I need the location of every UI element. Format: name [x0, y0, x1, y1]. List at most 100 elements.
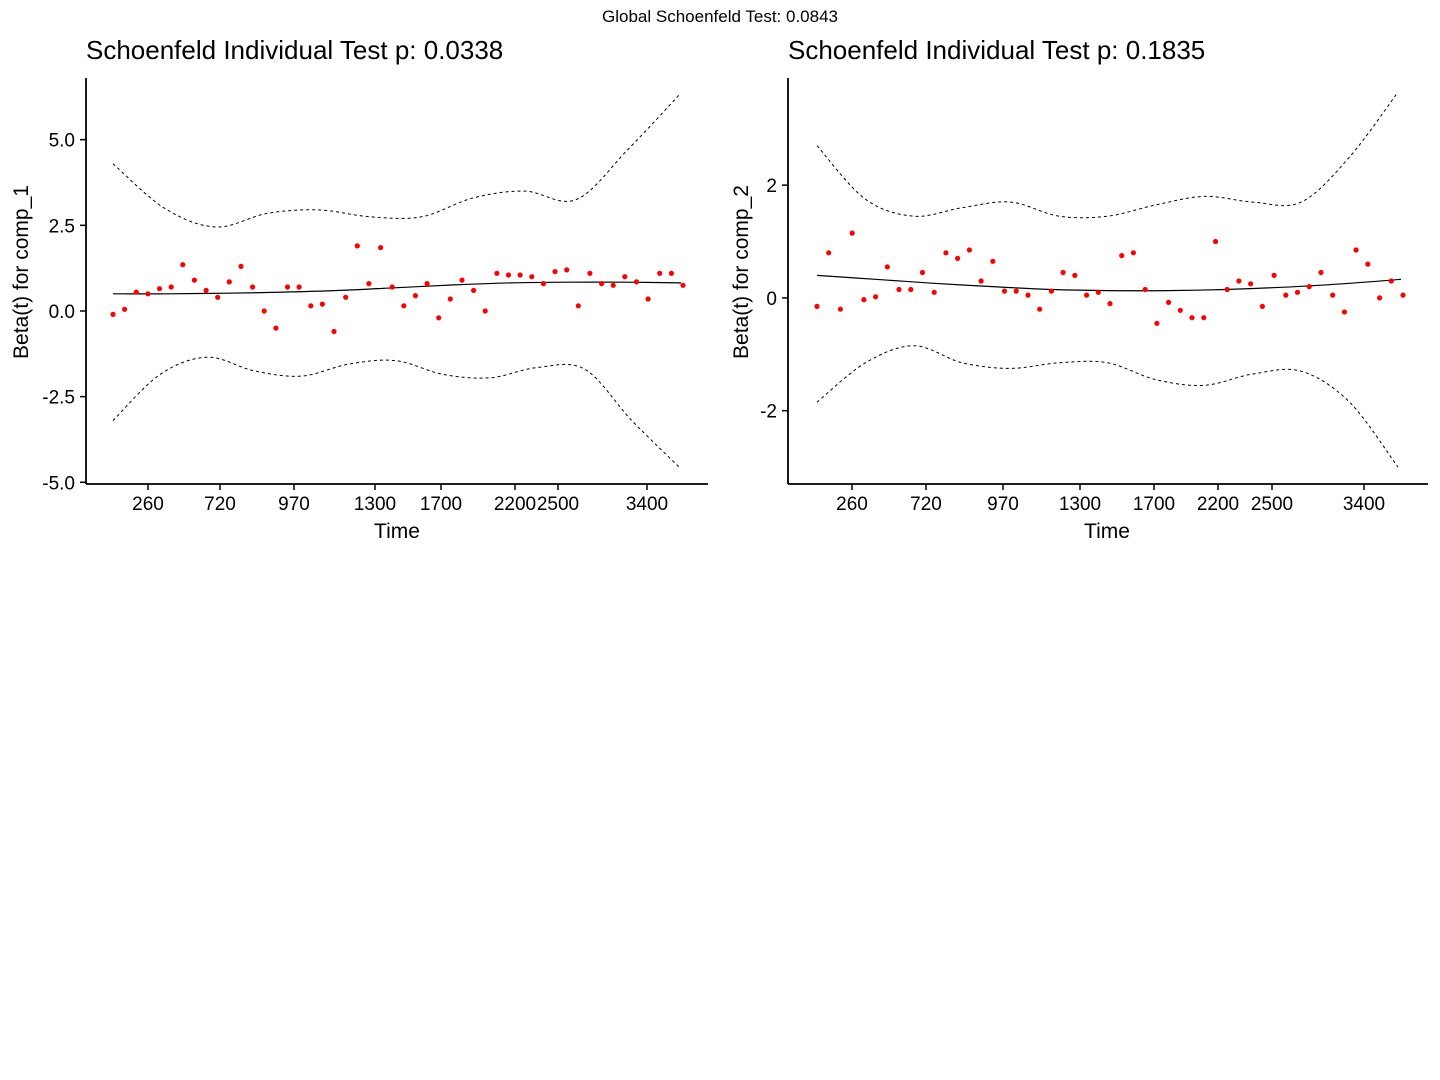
residual-point [1377, 295, 1383, 301]
residual-point [226, 279, 232, 285]
residual-point [1388, 278, 1394, 284]
residual-point [1353, 247, 1359, 253]
residual-point [459, 277, 465, 283]
residual-point [1154, 320, 1160, 326]
residual-point [156, 286, 163, 292]
residual-point [447, 296, 453, 302]
residual-point [517, 272, 523, 278]
x-tick-label: 1300 [1059, 494, 1101, 515]
residual-point [966, 247, 973, 253]
residual-point [1001, 288, 1008, 294]
residual-point [354, 243, 360, 249]
residual-point [861, 297, 867, 303]
residual-point [1259, 303, 1265, 309]
residual-point [826, 250, 832, 256]
y-tick-label: 0.0 [49, 302, 75, 323]
residual-point [1400, 292, 1406, 298]
residual-point [552, 269, 558, 275]
residual-point [308, 303, 314, 309]
residual-point [587, 270, 593, 276]
y-tick-label: -5.0 [42, 473, 75, 494]
residual-point [1013, 288, 1019, 294]
residual-point [471, 287, 477, 293]
residual-point [1212, 238, 1219, 245]
y-tick-label: 2.5 [49, 216, 75, 237]
residual-point [1107, 301, 1113, 307]
residual-point [343, 294, 349, 300]
residual-point [122, 306, 128, 312]
residual-point [1318, 269, 1324, 276]
residual-point [680, 282, 686, 288]
residual-point [412, 293, 418, 299]
residual-point [668, 270, 675, 276]
residual-point [424, 281, 430, 287]
residual-point [610, 282, 616, 288]
x-tick-label: 970 [987, 494, 1019, 515]
y-tick-label: 2 [766, 176, 777, 197]
residual-point [215, 294, 221, 300]
residual-point [657, 270, 663, 276]
residual-point [319, 301, 325, 307]
residual-point [990, 258, 996, 264]
residual-point [110, 311, 116, 317]
residual-point [896, 286, 902, 293]
residual-point [1283, 292, 1289, 298]
residual-point [622, 274, 628, 280]
x-tick-label: 720 [204, 494, 236, 515]
residual-point [505, 272, 512, 278]
residual-point [1119, 253, 1125, 259]
residual-point [884, 264, 890, 270]
residual-point [284, 284, 291, 290]
residual-point [1271, 272, 1277, 278]
residual-point [366, 281, 372, 287]
residual-point [575, 303, 581, 309]
lower-confidence-band [816, 345, 1399, 468]
x-tick-label: 1700 [1133, 494, 1175, 515]
upper-confidence-band [112, 94, 680, 228]
residual-point [931, 289, 937, 295]
residual-point [401, 303, 407, 309]
residual-point [1166, 299, 1172, 305]
residual-point [389, 284, 395, 290]
x-tick-label: 3400 [626, 494, 668, 515]
x-tick-label: 1300 [354, 494, 396, 515]
residual-point [250, 284, 256, 290]
residual-point [849, 230, 855, 236]
panel-2-title: Schoenfeld Individual Test p: 0.1835 [788, 35, 1205, 65]
x-tick-label: 2500 [1251, 494, 1293, 515]
residual-point [145, 291, 151, 297]
residual-point [1095, 289, 1101, 295]
residual-point [273, 325, 279, 331]
panel-2-y-axis-label: Beta(t) for comp_2 [730, 185, 753, 359]
residual-point [1025, 292, 1031, 298]
residual-point [1330, 292, 1336, 298]
residual-point [378, 245, 384, 251]
residual-point [1224, 286, 1230, 293]
fitted-beta-line [112, 281, 682, 295]
residual-point [540, 281, 547, 287]
panel-1-y-axis-label: Beta(t) for comp_1 [10, 185, 33, 359]
residual-point [645, 296, 651, 302]
residual-point [873, 294, 879, 300]
panel-comp-1: Schoenfeld Individual Test p: 0.0338 Tim… [10, 35, 708, 543]
residual-point [1236, 278, 1242, 284]
residual-point [261, 308, 267, 314]
panel-1-x-axis-label: Time [374, 520, 420, 543]
fitted-beta-line [816, 274, 1402, 292]
panel-2-x-axis-label: Time [1084, 520, 1130, 543]
y-tick-label: 0 [766, 289, 777, 310]
residual-point [191, 277, 197, 283]
residual-point [1248, 281, 1254, 287]
lower-confidence-band [112, 356, 680, 468]
x-tick-label: 970 [278, 494, 310, 515]
residual-point [529, 274, 535, 280]
residual-point [955, 255, 961, 261]
residual-point [203, 287, 209, 293]
residual-point [1201, 315, 1207, 321]
residual-point [837, 306, 844, 312]
panel-comp-2: Schoenfeld Individual Test p: 0.1835 Tim… [730, 35, 1428, 543]
residual-point [908, 286, 914, 293]
residual-point [1060, 269, 1066, 276]
x-tick-label: 2200 [494, 494, 536, 515]
residual-point [1142, 286, 1148, 293]
